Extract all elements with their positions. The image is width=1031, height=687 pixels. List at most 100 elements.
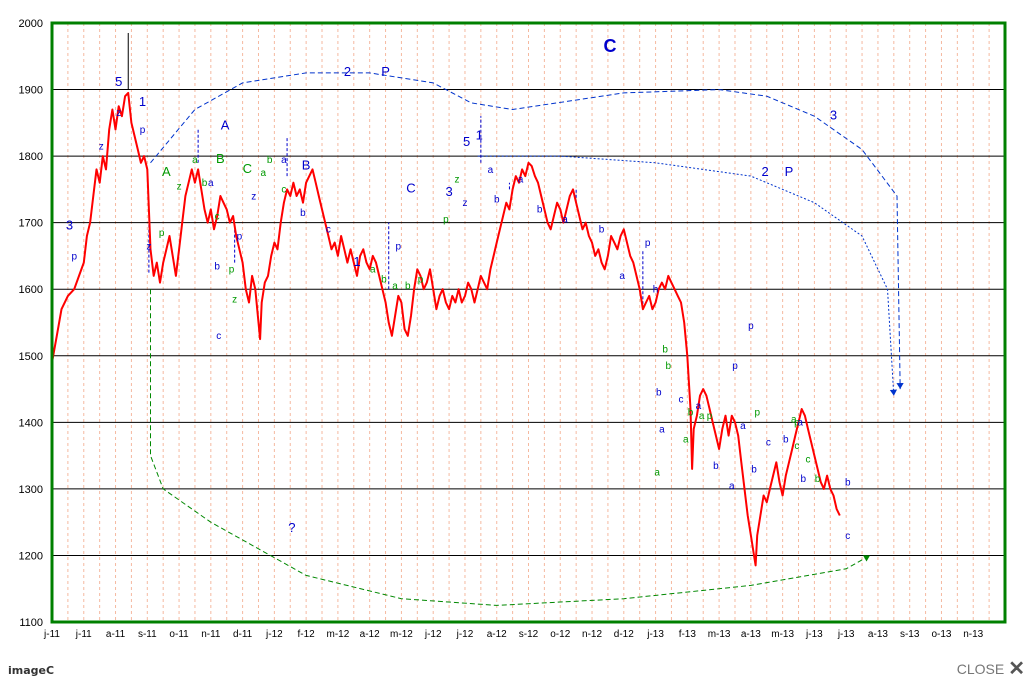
x-tick-label: n-11	[201, 629, 221, 640]
x-tick-label: o-12	[550, 629, 570, 640]
wave-label: A	[221, 117, 230, 132]
wave-label: c	[794, 441, 799, 452]
wave-label: b	[662, 344, 668, 355]
wave-label: p	[140, 125, 146, 136]
wave-label: p	[794, 418, 800, 429]
wave-label: b	[381, 275, 387, 286]
wave-label: ?	[288, 520, 295, 535]
wave-label: a	[797, 418, 803, 429]
y-tick-label: 2000	[19, 18, 43, 30]
close-icon: ✕	[1008, 658, 1025, 680]
wave-label: b	[599, 225, 605, 236]
wave-label: b	[815, 474, 821, 485]
x-tick-label: m-12	[390, 629, 413, 640]
wave-label: c	[215, 211, 220, 222]
x-tick-label: d-11	[233, 629, 253, 640]
wave-label: a	[791, 414, 797, 425]
wave-label: c	[766, 438, 771, 449]
price-line	[51, 91, 841, 567]
y-tick-label: 1600	[19, 284, 43, 296]
wave-label: C	[243, 161, 252, 176]
wave-label: 3	[445, 184, 452, 199]
wave-label: b	[688, 408, 694, 419]
wave-label: b	[713, 461, 719, 472]
wave-label: p	[754, 408, 760, 419]
x-tick-label: s-13	[900, 629, 920, 640]
wave-label: P	[381, 64, 390, 79]
wave-label: b	[202, 178, 208, 189]
wave-label: z	[251, 191, 256, 202]
wave-label: p	[159, 228, 165, 239]
y-tick-label: 1500	[19, 351, 43, 363]
wave-label: 2	[344, 64, 351, 79]
wave-label: p	[395, 241, 401, 252]
chart-title: C	[604, 36, 617, 56]
wave-label: c	[806, 454, 811, 465]
wave-label: B	[216, 151, 225, 166]
close-label: CLOSE	[956, 661, 1005, 677]
wave-label: c	[845, 531, 850, 542]
x-tick-label: s-12	[519, 629, 539, 640]
x-tick-label: n-13	[963, 629, 983, 640]
wave-label: a	[192, 155, 198, 166]
wave-label: A	[162, 164, 171, 179]
projection-arrowhead	[889, 389, 898, 396]
wave-label: C	[406, 181, 415, 196]
wave-label: z	[455, 175, 460, 186]
x-tick-label: a-13	[741, 629, 761, 640]
wave-label: b	[494, 195, 500, 206]
wave-label: p	[732, 361, 738, 372]
y-tick-label: 1400	[19, 417, 43, 429]
x-tick-label: j-11	[43, 629, 60, 640]
x-tick-label: j-11	[75, 629, 92, 640]
wave-label: a	[208, 178, 214, 189]
wave-label: B	[302, 157, 311, 172]
wave-label: a	[392, 281, 398, 292]
wave-label: b	[405, 281, 411, 292]
wave-label: a	[370, 265, 376, 276]
y-tick-label: 1300	[19, 484, 43, 496]
x-tick-label: j-13	[837, 629, 855, 640]
wave-label: c	[216, 331, 221, 342]
wave-label: 1	[476, 127, 483, 142]
source-label: imageC	[8, 664, 55, 677]
x-tick-label: f-12	[298, 629, 316, 640]
y-tick-label: 1900	[19, 85, 43, 97]
projection-arrowhead	[862, 555, 870, 562]
x-tick-label: a-12	[487, 629, 507, 640]
wave-label: z	[146, 241, 151, 252]
wave-label: a	[260, 168, 266, 179]
x-tick-label: a-11	[106, 629, 126, 640]
projection-curve	[477, 155, 895, 396]
wave-label: p	[237, 231, 243, 242]
wave-label: 5	[463, 134, 470, 149]
y-tick-label: 1700	[19, 218, 43, 230]
x-tick-label: m-13	[771, 629, 794, 640]
x-tick-label: j-12	[456, 629, 474, 640]
wave-label: a	[281, 155, 287, 166]
wave-label: b	[801, 474, 807, 485]
x-tick-label: j-13	[805, 629, 823, 640]
wave-label: a	[619, 271, 625, 282]
plot-frame	[50, 21, 1007, 624]
wave-label: a	[562, 215, 568, 226]
x-tick-label: m-12	[327, 629, 350, 640]
wave-label: a	[518, 175, 524, 186]
wave-label: a	[654, 468, 660, 479]
y-tick-label: 1100	[19, 617, 43, 629]
wave-label: z	[99, 141, 104, 152]
wave-label: p	[645, 238, 651, 249]
wave-label: c	[326, 225, 331, 236]
close-button[interactable]: CLOSE ✕	[956, 658, 1025, 680]
projection-curve	[150, 289, 871, 606]
wave-label: b	[665, 361, 671, 372]
x-tick-label: a-13	[868, 629, 888, 640]
wave-label: 1	[139, 94, 146, 109]
wave-label: p	[443, 215, 449, 226]
projection-arrowhead	[896, 382, 904, 390]
wave-label: b	[656, 388, 662, 399]
x-tick-label: s-11	[138, 629, 157, 640]
wave-label: 3	[830, 108, 837, 123]
wave-label: a	[729, 481, 735, 492]
wave-label: b	[300, 208, 306, 219]
